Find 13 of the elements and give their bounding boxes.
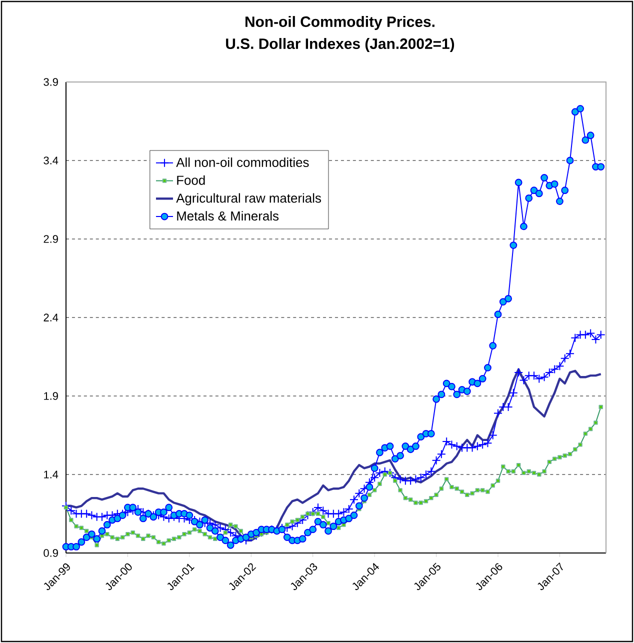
legend-label: All non-oil commodities [176, 157, 309, 167]
y-tick-label: 1.4 [44, 470, 58, 478]
y-tick-label: 3.4 [44, 156, 58, 164]
y-tick-label: 2.9 [44, 235, 58, 243]
y-tick-label: 3.9 [44, 78, 58, 86]
legend-label: Metals & Minerals [177, 211, 279, 221]
y-tick-label: 2.4 [44, 314, 58, 322]
y-tick-label: 0.9 [44, 549, 58, 557]
chart-subtitle: U.S. Dollar Indexes (Jan.2002=1) [226, 38, 454, 52]
legend-label: Agricultural raw materials [176, 193, 321, 206]
legend-label: Food [177, 175, 205, 185]
y-tick-label: 1.9 [44, 392, 58, 400]
chart-title: Non-oil Commodity Prices. [246, 16, 434, 30]
